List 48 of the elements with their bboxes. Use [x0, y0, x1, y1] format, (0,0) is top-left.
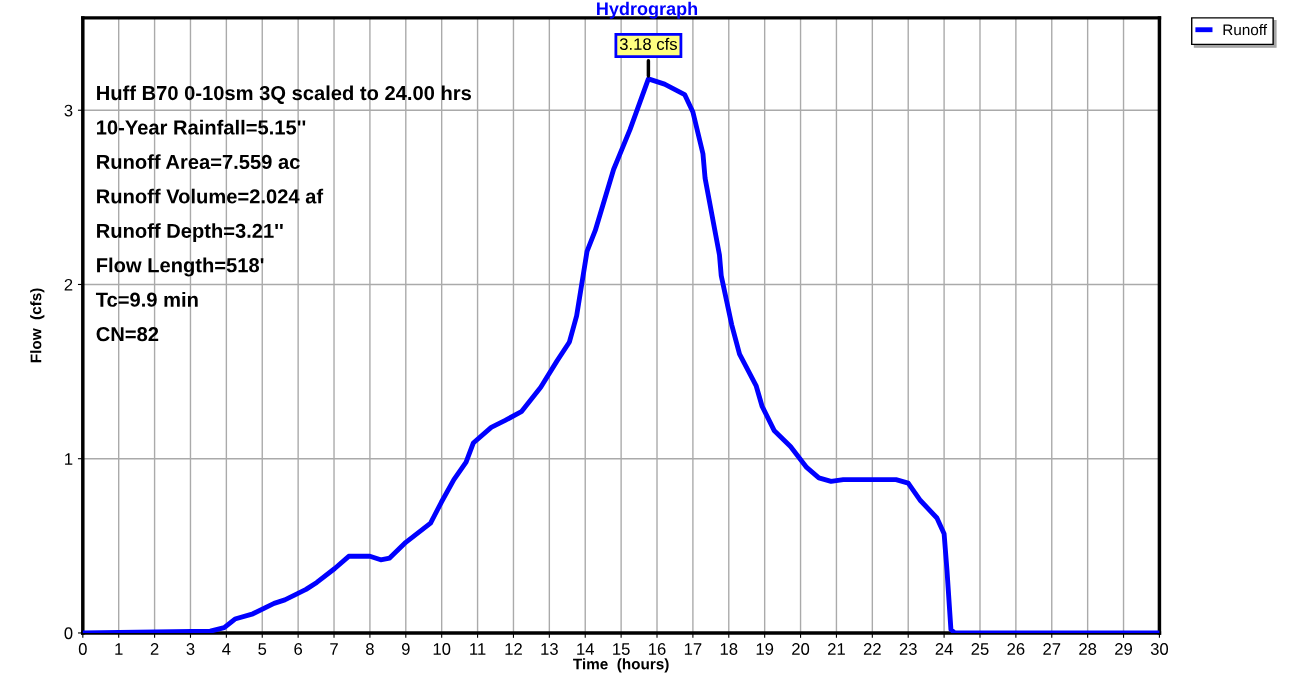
x-tick-label: 3	[186, 643, 195, 655]
x-tick-label: 0	[78, 643, 87, 655]
legend-label: Runoff	[1223, 24, 1268, 36]
x-tick-label: 9	[401, 643, 410, 655]
x-tick-label: 18	[720, 643, 738, 655]
y-axis-title: Flow (cfs)	[30, 288, 45, 363]
x-tick-label: 25	[971, 643, 989, 655]
x-tick-label: 14	[577, 643, 595, 655]
x-tick-label: 11	[470, 643, 486, 655]
x-tick-label: 23	[899, 643, 917, 655]
annotation: CN=82	[96, 327, 159, 342]
x-tick-label: 19	[756, 643, 774, 655]
x-tick-label: 13	[541, 643, 558, 655]
annotation: 10-Year Rainfall=5.15''	[97, 119, 306, 135]
annotation: 3.18 cfs	[619, 37, 677, 51]
x-axis-title: Time (hours)	[573, 658, 669, 673]
x-tick-label: 17	[684, 643, 702, 655]
x-tick-label: 6	[294, 643, 303, 655]
x-tick-label: 29	[1115, 643, 1133, 655]
x-tick-label: 22	[863, 643, 881, 655]
x-tick-label: 21	[828, 643, 845, 655]
annotation: Flow Length=518'	[97, 257, 264, 277]
x-tick-label: 12	[505, 643, 522, 655]
x-tick-label: 10	[433, 643, 451, 655]
x-tick-label: 15	[613, 643, 630, 655]
x-tick-label: 24	[935, 643, 953, 655]
annotation: Runoff Area=7.559 ac	[97, 154, 300, 170]
annotation: Runoff Depth=3.21''	[97, 223, 283, 242]
x-tick-label: 8	[366, 643, 374, 655]
x-tick-label: 20	[792, 643, 810, 655]
x-tick-label: 16	[649, 643, 666, 655]
x-tick-label: 4	[222, 643, 231, 655]
x-tick-label: 26	[1007, 643, 1025, 655]
y-tick-label: 2	[64, 278, 73, 291]
annotation: Runoff Volume=2.024 af	[97, 188, 324, 204]
x-tick-label: 30	[1150, 643, 1169, 655]
y-tick-label: 1	[65, 453, 73, 465]
x-tick-label: 27	[1043, 643, 1061, 655]
x-tick-label: 1	[115, 643, 123, 655]
x-tick-label: 28	[1079, 643, 1097, 655]
annotation: Huff B70 0-10sm 3Q scaled to 24.00 hrs	[97, 85, 471, 104]
annotation: Tc=9.9 min	[95, 292, 198, 307]
y-tick-label: 3	[64, 104, 73, 117]
x-tick-label: 7	[330, 643, 338, 655]
chart-title: Hydrograph	[597, 1, 698, 19]
x-tick-label: 5	[258, 643, 267, 655]
x-tick-label: 2	[150, 643, 159, 655]
y-tick-label: 0	[64, 627, 73, 640]
